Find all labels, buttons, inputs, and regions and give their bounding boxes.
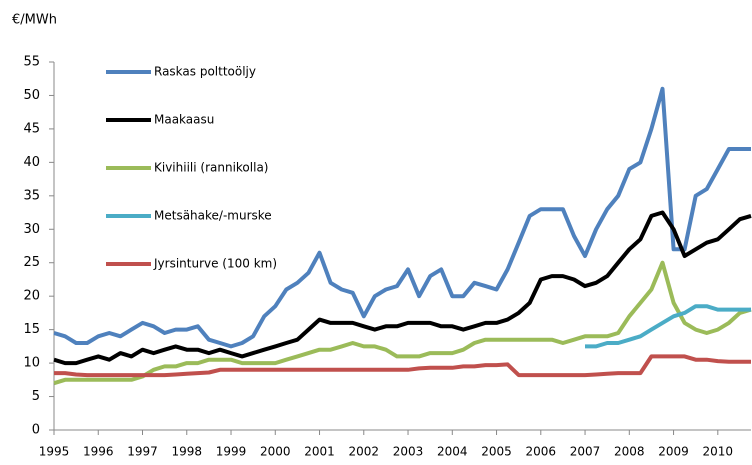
legend-label: Maakaasu [154,113,214,127]
x-tick-label: 2002 [349,445,380,459]
series-line [53,86,751,349]
legend-label: Raskas polttoöljy [154,65,256,79]
y-tick-label: 45 [23,121,40,136]
x-tick-label: 1996 [83,445,114,459]
y-tick-label: 35 [23,188,40,203]
x-tick-label: 1998 [171,445,202,459]
y-tick-label: 30 [23,222,40,237]
legend-label: Kivihiili (rannikolla) [154,161,268,175]
x-tick-label: 1995 [39,445,70,459]
y-tick-label: 10 [23,356,40,371]
x-tick-label: 2008 [614,445,645,459]
series-line [53,260,752,386]
y-tick-label: 55 [23,55,40,70]
series-line [54,354,751,378]
x-tick-label: 1999 [216,445,247,459]
x-tick-label: 2010 [703,445,734,459]
y-axis-label: €/MWh [12,13,57,28]
y-tick-label: 0 [32,423,40,438]
y-tick-label: 20 [23,289,40,304]
y-tick-label: 5 [32,389,40,404]
x-tick-label: 2000 [260,445,291,459]
x-tick-label: 2001 [304,445,335,459]
x-tick-label: 2006 [526,445,557,459]
y-tick-label: 40 [23,155,40,170]
x-tick-label: 2007 [570,445,601,459]
y-tick-label: 50 [23,88,40,103]
series-line [53,210,752,366]
x-tick-label: 2009 [658,445,689,459]
x-tick-label: 1997 [127,445,158,459]
x-tick-label: 2004 [437,445,468,459]
x-tick-label: 2005 [481,445,512,459]
x-tick-label: 2003 [393,445,424,459]
y-tick-label: 25 [23,255,40,270]
series-line [585,304,751,349]
legend-label: Jyrsinturve (100 km) [153,257,277,271]
y-tick-label: 15 [23,322,40,337]
legend-label: Metsähake/-murske [154,209,272,223]
